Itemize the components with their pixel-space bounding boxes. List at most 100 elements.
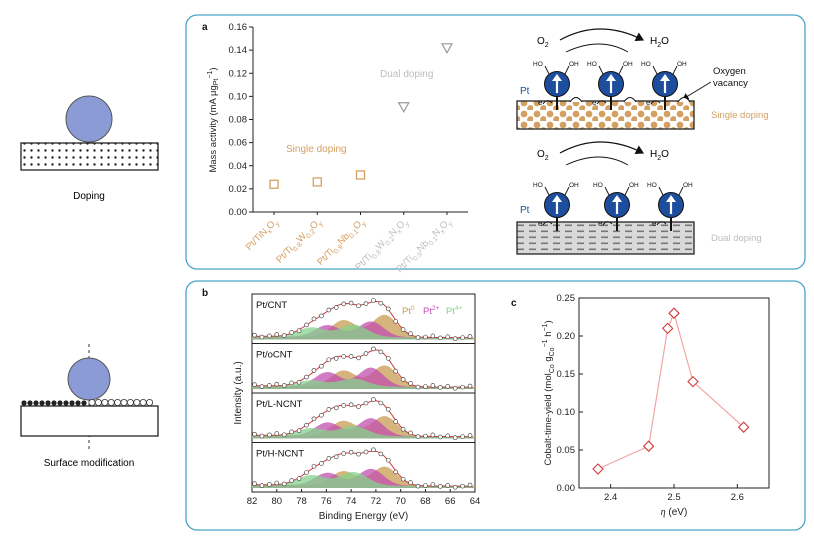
ho-bond bbox=[598, 65, 604, 75]
y-axis-label-part: Co bbox=[549, 364, 556, 373]
x-tick-label: 80 bbox=[271, 496, 282, 507]
legend-entry-base: Pt bbox=[423, 306, 432, 317]
pt-particle bbox=[67, 357, 111, 401]
cobalt-time-yield-chart: 0.00 0.05 0.10 0.15 0.20 0.25 2.4 2.5 2.6 η (eV) C… bbox=[542, 293, 770, 518]
data-point bbox=[385, 457, 391, 463]
vacancy-pointer bbox=[682, 81, 712, 100]
data-point bbox=[326, 407, 332, 412]
data-point bbox=[445, 483, 451, 488]
y-axis-label-part: Co bbox=[549, 347, 556, 356]
data-point bbox=[311, 416, 317, 422]
data-point bbox=[333, 454, 339, 460]
single-doping-support-label: Single doping bbox=[711, 110, 769, 121]
data-point bbox=[445, 334, 451, 340]
single-doping-support-pattern bbox=[516, 100, 695, 130]
data-point bbox=[445, 384, 451, 389]
dual-doping-support-pattern bbox=[516, 221, 695, 255]
data-point bbox=[311, 368, 317, 373]
legend-entry-base: Pt bbox=[402, 306, 411, 317]
dipole-arrowhead bbox=[660, 74, 670, 81]
data-point bbox=[333, 356, 339, 361]
x-tick-label: 68 bbox=[420, 496, 431, 507]
x-tick-label: 72 bbox=[371, 496, 382, 507]
open-surface-particle bbox=[146, 398, 154, 406]
data-point bbox=[371, 298, 376, 303]
data-point bbox=[326, 307, 332, 313]
data-point bbox=[378, 300, 384, 306]
data-point bbox=[356, 303, 361, 309]
ho-label: HO bbox=[641, 61, 651, 68]
pt-label-bottom: Pt bbox=[520, 205, 530, 216]
data-point bbox=[319, 363, 324, 369]
data-point bbox=[371, 346, 376, 352]
electron-arrow bbox=[602, 221, 613, 226]
data-point bbox=[661, 322, 674, 335]
data-point bbox=[423, 334, 428, 340]
data-point bbox=[319, 313, 324, 319]
x-tick-label: 76 bbox=[321, 496, 332, 507]
data-point bbox=[252, 382, 257, 387]
doping-schematic: Doping bbox=[20, 95, 159, 202]
data-point bbox=[393, 368, 399, 374]
data-point bbox=[460, 483, 465, 489]
ho-label: HO bbox=[533, 182, 543, 189]
y-axis-label-end: ) bbox=[208, 67, 219, 70]
data-point bbox=[274, 332, 280, 337]
surface-modification-schematic: Surface modification bbox=[20, 344, 159, 469]
data-point bbox=[267, 383, 272, 388]
dense-surface-particle bbox=[51, 400, 57, 406]
data-point bbox=[408, 480, 413, 485]
trace-label: Pt/CNT bbox=[256, 300, 287, 311]
data-point bbox=[289, 380, 294, 386]
oh-label: OH bbox=[623, 61, 633, 68]
reaction-arrow-bottom bbox=[559, 141, 645, 154]
x-axis-label-symbol: η bbox=[661, 507, 666, 518]
dense-surface-particle bbox=[21, 400, 27, 406]
dense-surface-particle bbox=[69, 400, 75, 406]
oh-bond bbox=[618, 65, 624, 75]
oh-label: OH bbox=[629, 182, 639, 189]
data-point bbox=[415, 335, 421, 340]
legend-entry: Pt4+ bbox=[446, 305, 463, 317]
legend-entry-sup: 0 bbox=[411, 305, 415, 312]
x-category-label: Pt/TiNxOy bbox=[244, 216, 282, 254]
x-tick-label: 64 bbox=[470, 496, 481, 507]
data-point bbox=[296, 379, 302, 385]
y-tick-label: 0.25 bbox=[557, 293, 576, 304]
data-point bbox=[304, 322, 309, 328]
data-point bbox=[452, 385, 458, 391]
support-block bbox=[20, 405, 159, 437]
dense-surface-particle bbox=[27, 400, 33, 406]
open-surface-particle bbox=[114, 398, 122, 406]
series-line bbox=[597, 311, 745, 470]
dense-surface-particle bbox=[63, 400, 69, 406]
data-point bbox=[252, 332, 257, 338]
y-tick-label: 0.20 bbox=[557, 331, 576, 342]
open-surface-particle bbox=[139, 398, 147, 406]
panel-a-frame bbox=[185, 14, 806, 270]
component-Pt4plus bbox=[252, 471, 475, 488]
x-tick-label: 2.5 bbox=[667, 492, 680, 503]
data-point bbox=[281, 333, 287, 338]
data-point bbox=[423, 384, 428, 389]
data-point bbox=[737, 421, 750, 433]
open-surface-particle bbox=[94, 398, 102, 406]
ho-label: HO bbox=[593, 182, 603, 189]
component-Pt4plus bbox=[252, 425, 475, 439]
data-point bbox=[281, 383, 287, 388]
legend-entry-sup: 2+ bbox=[432, 305, 440, 312]
pt-particle bbox=[65, 95, 113, 143]
dense-surface-particle bbox=[75, 400, 81, 406]
data-point bbox=[363, 351, 369, 356]
y-tick-label: 0.14 bbox=[229, 45, 248, 56]
y-axis-label-part: h bbox=[543, 332, 554, 340]
ho-bond bbox=[604, 186, 610, 196]
data-point bbox=[319, 412, 324, 418]
dipole-arrowhead bbox=[666, 195, 676, 202]
data-point bbox=[438, 484, 443, 489]
x-category-label-part: x bbox=[266, 228, 274, 236]
dense-surface-particle bbox=[81, 400, 87, 406]
data-point bbox=[259, 483, 265, 488]
oh-bond bbox=[672, 65, 678, 75]
x-tick-label: 74 bbox=[346, 496, 357, 507]
